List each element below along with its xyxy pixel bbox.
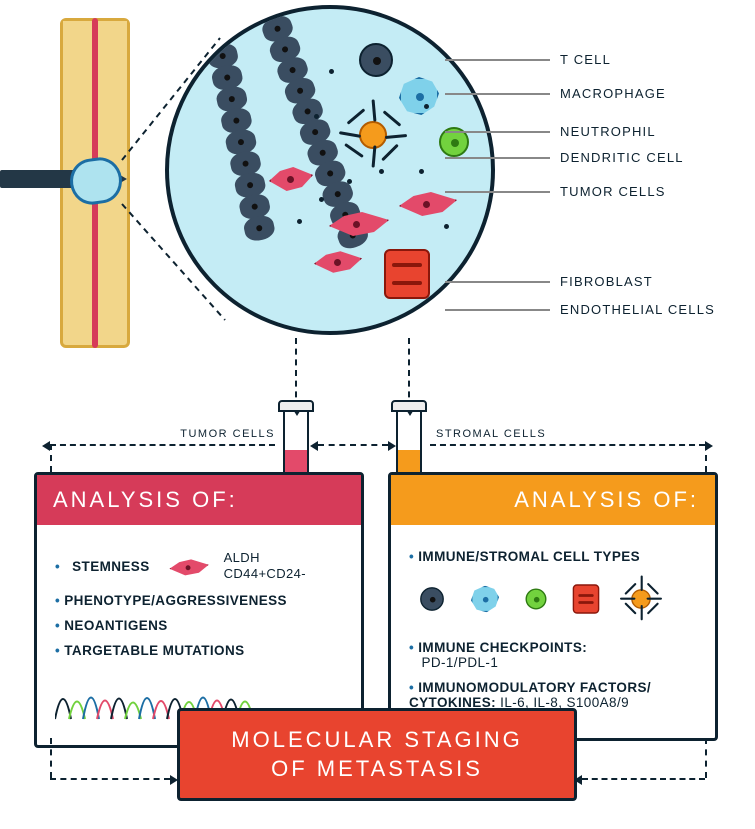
legend-dendritic: DENDRITIC CELL <box>445 150 684 165</box>
flow-line <box>705 738 707 778</box>
analysis-item: IMMUNE/STROMAL CELL TYPES <box>418 549 640 564</box>
legend-label: NEUTROPHIL <box>560 124 656 139</box>
flow-line <box>408 338 410 408</box>
banner-line: MOLECULAR STAGING <box>231 727 522 752</box>
macrophage-icon <box>399 77 439 115</box>
analysis-item: IMMUNE CHECKPOINTS: <box>418 640 587 655</box>
legend-neutrophil: NEUTROPHIL <box>445 124 656 139</box>
flow-line <box>430 444 705 446</box>
flow-line <box>705 444 707 472</box>
analysis-item: STEMNESS <box>72 559 149 574</box>
legend-endothelial: ENDOTHELIAL CELLS <box>445 302 715 317</box>
t-cell-icon <box>359 43 393 77</box>
legend-label: DENDRITIC CELL <box>560 150 684 165</box>
dendritic-cell-icon <box>359 121 387 149</box>
fibroblast-icon <box>384 249 430 299</box>
flow-line <box>50 738 52 778</box>
legend-tumor: TUMOR CELLS <box>445 184 666 199</box>
tube-stromal <box>391 400 427 482</box>
cell-type-icons <box>409 574 697 630</box>
legend-label: TUMOR CELLS <box>560 184 666 199</box>
result-banner: MOLECULAR STAGING OF METASTASIS <box>177 708 577 801</box>
analysis-item: TARGETABLE MUTATIONS <box>64 643 244 658</box>
diagram-root: T CELL MACROPHAGE NEUTROPHIL DENDRITIC CELL… <box>0 0 755 829</box>
analysis-item: NEOANTIGENS <box>64 618 167 633</box>
legend-fibroblast: FIBROBLAST <box>445 274 653 289</box>
flow-line <box>318 444 388 446</box>
legend-macrophage: MACROPHAGE <box>445 86 666 101</box>
analysis-value: PD-1/PDL-1 <box>421 655 498 670</box>
flow-line <box>295 338 297 408</box>
legend-label: ENDOTHELIAL CELLS <box>560 302 715 317</box>
flow-line <box>582 778 705 780</box>
stromal-analysis-panel: ANALYSIS OF: • IMMUNE/STROMAL CELL TYPES <box>388 472 718 741</box>
tube-label-right: STROMAL CELLS <box>436 428 546 440</box>
marker-text: ALDH <box>224 550 260 565</box>
tube-label-left: TUMOR CELLS <box>180 428 275 440</box>
flow-line <box>50 444 275 446</box>
analysis-item: PHENOTYPE/AGGRESSIVENESS <box>64 593 287 608</box>
flow-line <box>50 444 52 472</box>
tube-tumor <box>278 400 314 482</box>
legend-label: T CELL <box>560 52 611 67</box>
marker-text: CD44+CD24- <box>224 566 306 581</box>
tumor-analysis-panel: ANALYSIS OF: • STEMNESS ALDH CD44+CD24- … <box>34 472 364 748</box>
banner-line: OF METASTASIS <box>271 756 483 781</box>
legend-label: FIBROBLAST <box>560 274 653 289</box>
legend-label: MACROPHAGE <box>560 86 666 101</box>
legend-tcell: T CELL <box>445 52 611 67</box>
panel-title: ANALYSIS OF: <box>391 475 715 525</box>
flow-line <box>50 778 170 780</box>
panel-title: ANALYSIS OF: <box>37 475 361 525</box>
